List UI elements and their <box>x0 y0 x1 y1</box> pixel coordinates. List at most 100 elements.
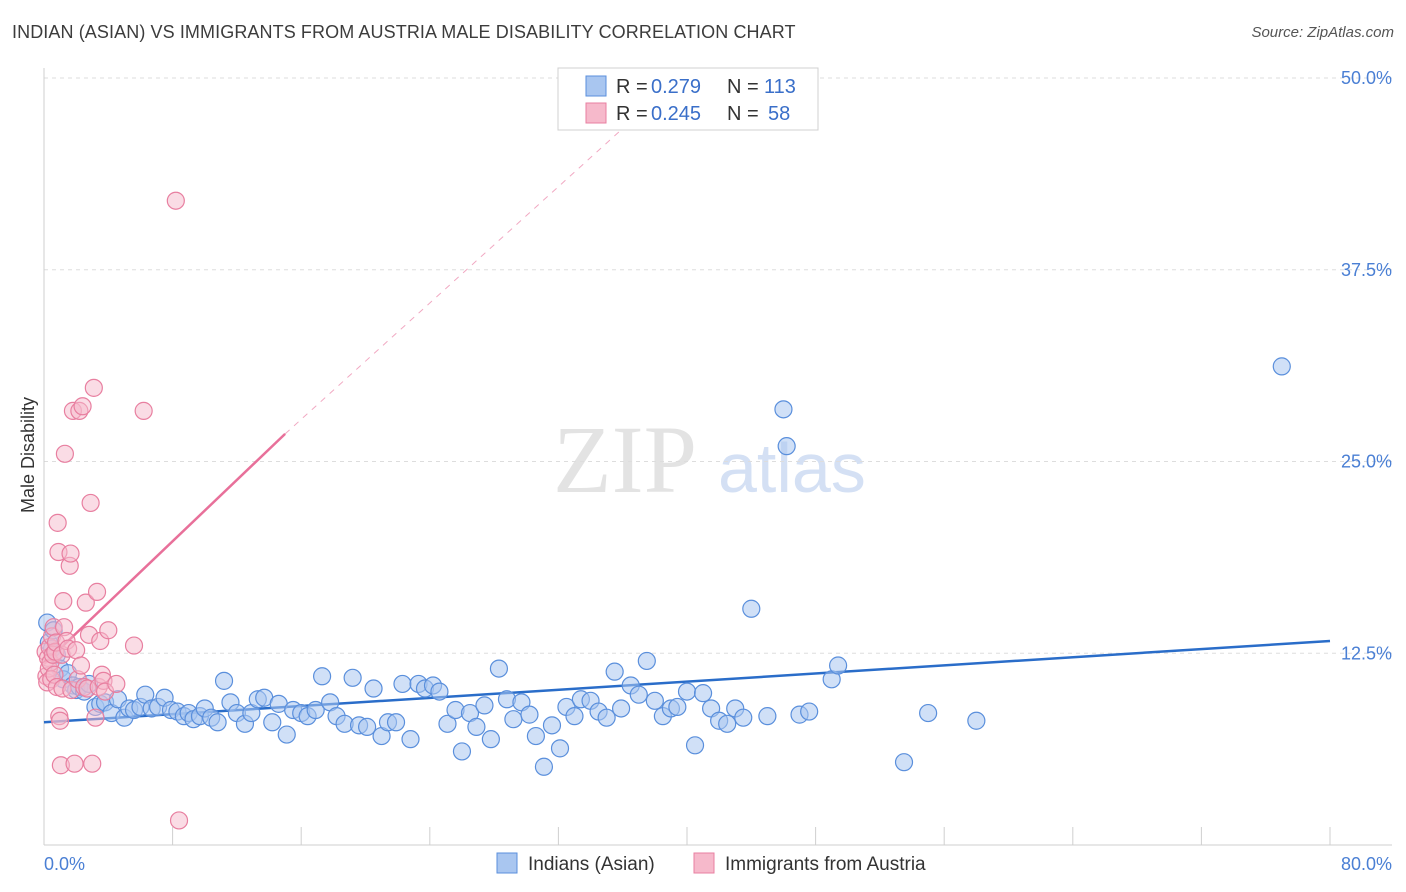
point-blue-66 <box>438 714 457 733</box>
point-blue-49 <box>312 667 332 686</box>
point-blue-89 <box>611 699 631 718</box>
point-blue-53 <box>343 668 362 687</box>
point-blue-59 <box>386 713 406 732</box>
point-pink-15 <box>48 513 67 532</box>
chart-title: INDIAN (ASIAN) VS IMMIGRANTS FROM AUSTRI… <box>12 22 796 42</box>
point-blue-112 <box>829 656 848 675</box>
point-blue-104 <box>734 708 753 727</box>
point-pink-45 <box>87 582 107 601</box>
y-tick-label-3: 50.0% <box>1341 68 1392 88</box>
point-pink-36 <box>73 397 92 416</box>
point-blue-115 <box>967 711 986 730</box>
source-label: Source: ZipAtlas.com <box>1251 24 1394 41</box>
legend-r-label-pink: R = <box>616 103 648 125</box>
top-legend: R = 0.279 N = 113 R = 0.245 N = 58 <box>557 67 819 131</box>
point-blue-81 <box>550 739 570 758</box>
point-blue-98 <box>685 736 705 755</box>
series-immigrants-austria-points <box>36 191 189 830</box>
point-blue-102 <box>718 714 737 733</box>
point-blue-99 <box>693 684 713 703</box>
point-blue-56 <box>364 679 383 698</box>
point-blue-42 <box>263 713 282 732</box>
legend-n-label-blue: N = <box>727 76 759 98</box>
point-pink-31 <box>65 754 84 773</box>
bottom-legend-label-pink: Immigrants from Austria <box>725 854 926 875</box>
point-pink-44 <box>86 708 105 727</box>
point-blue-110 <box>800 702 819 721</box>
bottom-legend: Indians (Asian) Immigrants from Austria <box>496 852 926 875</box>
point-blue-35 <box>214 671 234 690</box>
point-pink-55 <box>166 191 185 210</box>
legend-n-label-pink: N = <box>727 103 759 125</box>
point-blue-79 <box>534 757 554 776</box>
point-pink-56 <box>169 811 189 830</box>
point-blue-77 <box>520 705 539 724</box>
point-pink-51 <box>99 621 118 640</box>
point-blue-116 <box>1272 357 1291 376</box>
y-tick-label-1: 25.0% <box>1341 452 1392 472</box>
point-blue-48 <box>306 700 325 720</box>
point-blue-65 <box>430 682 449 701</box>
point-blue-61 <box>401 730 420 749</box>
x-tick-label-min: 0.0% <box>44 854 85 874</box>
point-blue-34 <box>208 713 227 732</box>
series-indians-asian-points <box>38 357 1291 776</box>
gridlines <box>44 77 1392 654</box>
y-tick-label-0: 12.5% <box>1341 643 1392 663</box>
bottom-legend-label-blue: Indians (Asian) <box>528 854 655 875</box>
legend-n-value-pink: 58 <box>768 103 790 125</box>
point-blue-75 <box>504 710 523 729</box>
point-blue-97 <box>677 682 697 701</box>
point-blue-105 <box>742 599 761 618</box>
legend-r-label-blue: R = <box>616 76 648 98</box>
y-tick-labels: 12.5% 25.0% 37.5% 50.0% <box>1341 68 1392 663</box>
legend-r-value-blue: 0.279 <box>651 76 701 98</box>
point-pink-42 <box>83 754 102 773</box>
x-tick-label-max: 80.0% <box>1341 854 1392 874</box>
point-blue-114 <box>919 703 938 723</box>
point-blue-71 <box>475 696 494 715</box>
legend-r-value-pink: 0.245 <box>651 103 701 125</box>
point-blue-92 <box>637 651 656 671</box>
point-blue-108 <box>777 437 796 456</box>
point-blue-106 <box>758 707 777 726</box>
point-blue-78 <box>526 726 545 746</box>
point-pink-43 <box>84 378 103 397</box>
legend-swatch-pink <box>585 102 607 124</box>
point-blue-83 <box>565 707 584 726</box>
point-pink-41 <box>81 493 100 513</box>
trend-lines <box>43 69 1331 724</box>
point-pink-53 <box>124 636 144 655</box>
point-pink-52 <box>107 674 126 694</box>
legend-swatch-blue <box>585 75 607 97</box>
point-blue-70 <box>467 717 486 736</box>
point-blue-107 <box>774 400 793 419</box>
point-pink-32 <box>67 641 86 660</box>
point-pink-22 <box>54 591 73 611</box>
point-blue-73 <box>489 659 509 678</box>
watermark-zip: ZIP <box>553 406 697 513</box>
bottom-legend-swatch-blue <box>496 852 518 874</box>
y-axis-title: Male Disability <box>18 397 38 513</box>
point-pink-38 <box>76 593 95 612</box>
point-blue-91 <box>629 685 648 704</box>
point-pink-28 <box>61 544 80 563</box>
legend-n-value-blue: 113 <box>764 76 796 98</box>
point-blue-93 <box>645 691 664 710</box>
point-pink-18 <box>50 711 70 730</box>
point-blue-55 <box>358 717 377 736</box>
axes <box>43 68 1392 846</box>
point-blue-44 <box>277 725 296 744</box>
point-pink-35 <box>71 656 91 675</box>
point-blue-87 <box>597 708 616 727</box>
point-blue-60 <box>393 674 412 694</box>
x-ticks <box>43 827 1331 845</box>
y-tick-label-2: 37.5% <box>1341 260 1392 280</box>
point-blue-113 <box>894 753 914 772</box>
point-blue-68 <box>452 742 472 761</box>
point-blue-72 <box>481 730 500 749</box>
point-blue-80 <box>542 716 562 735</box>
point-pink-24 <box>55 444 74 463</box>
point-blue-96 <box>668 697 687 717</box>
